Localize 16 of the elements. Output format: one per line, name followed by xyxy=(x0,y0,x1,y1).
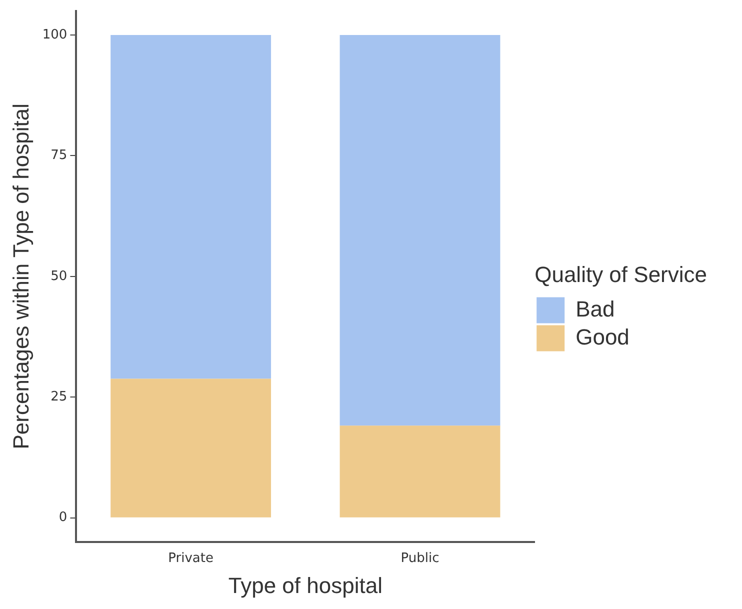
bar xyxy=(340,34,500,426)
y-tick-label: 75 xyxy=(50,148,68,164)
y-tick-label: 0 xyxy=(58,510,68,526)
y-tick-label: 25 xyxy=(50,390,68,404)
legend-title: Quality of Service xyxy=(534,262,708,287)
x-axis-title: Type of hospital xyxy=(228,572,382,598)
x-tick-label: Private xyxy=(168,551,214,566)
legend-label: Bad xyxy=(576,296,615,322)
x-tick-label: Public xyxy=(400,551,440,566)
bar xyxy=(340,426,500,518)
legend-label: Good xyxy=(576,324,630,350)
bar xyxy=(110,378,272,518)
y-tick-label: 50 xyxy=(50,268,68,284)
y-axis-title: Percentages within Type of hospital xyxy=(8,104,34,450)
y-tick-label: 100 xyxy=(42,27,68,42)
bar xyxy=(110,34,272,379)
